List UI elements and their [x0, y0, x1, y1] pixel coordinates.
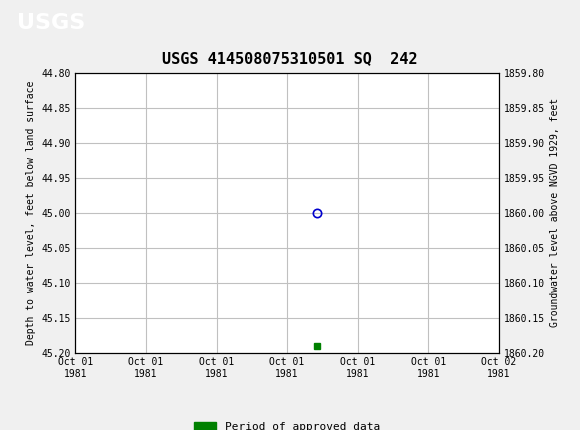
Text: USGS: USGS [17, 12, 86, 33]
Y-axis label: Depth to water level, feet below land surface: Depth to water level, feet below land su… [26, 81, 35, 345]
Text: USGS 414508075310501 SQ  242: USGS 414508075310501 SQ 242 [162, 51, 418, 65]
Y-axis label: Groundwater level above NGVD 1929, feet: Groundwater level above NGVD 1929, feet [550, 98, 560, 327]
Legend: Period of approved data: Period of approved data [190, 418, 385, 430]
